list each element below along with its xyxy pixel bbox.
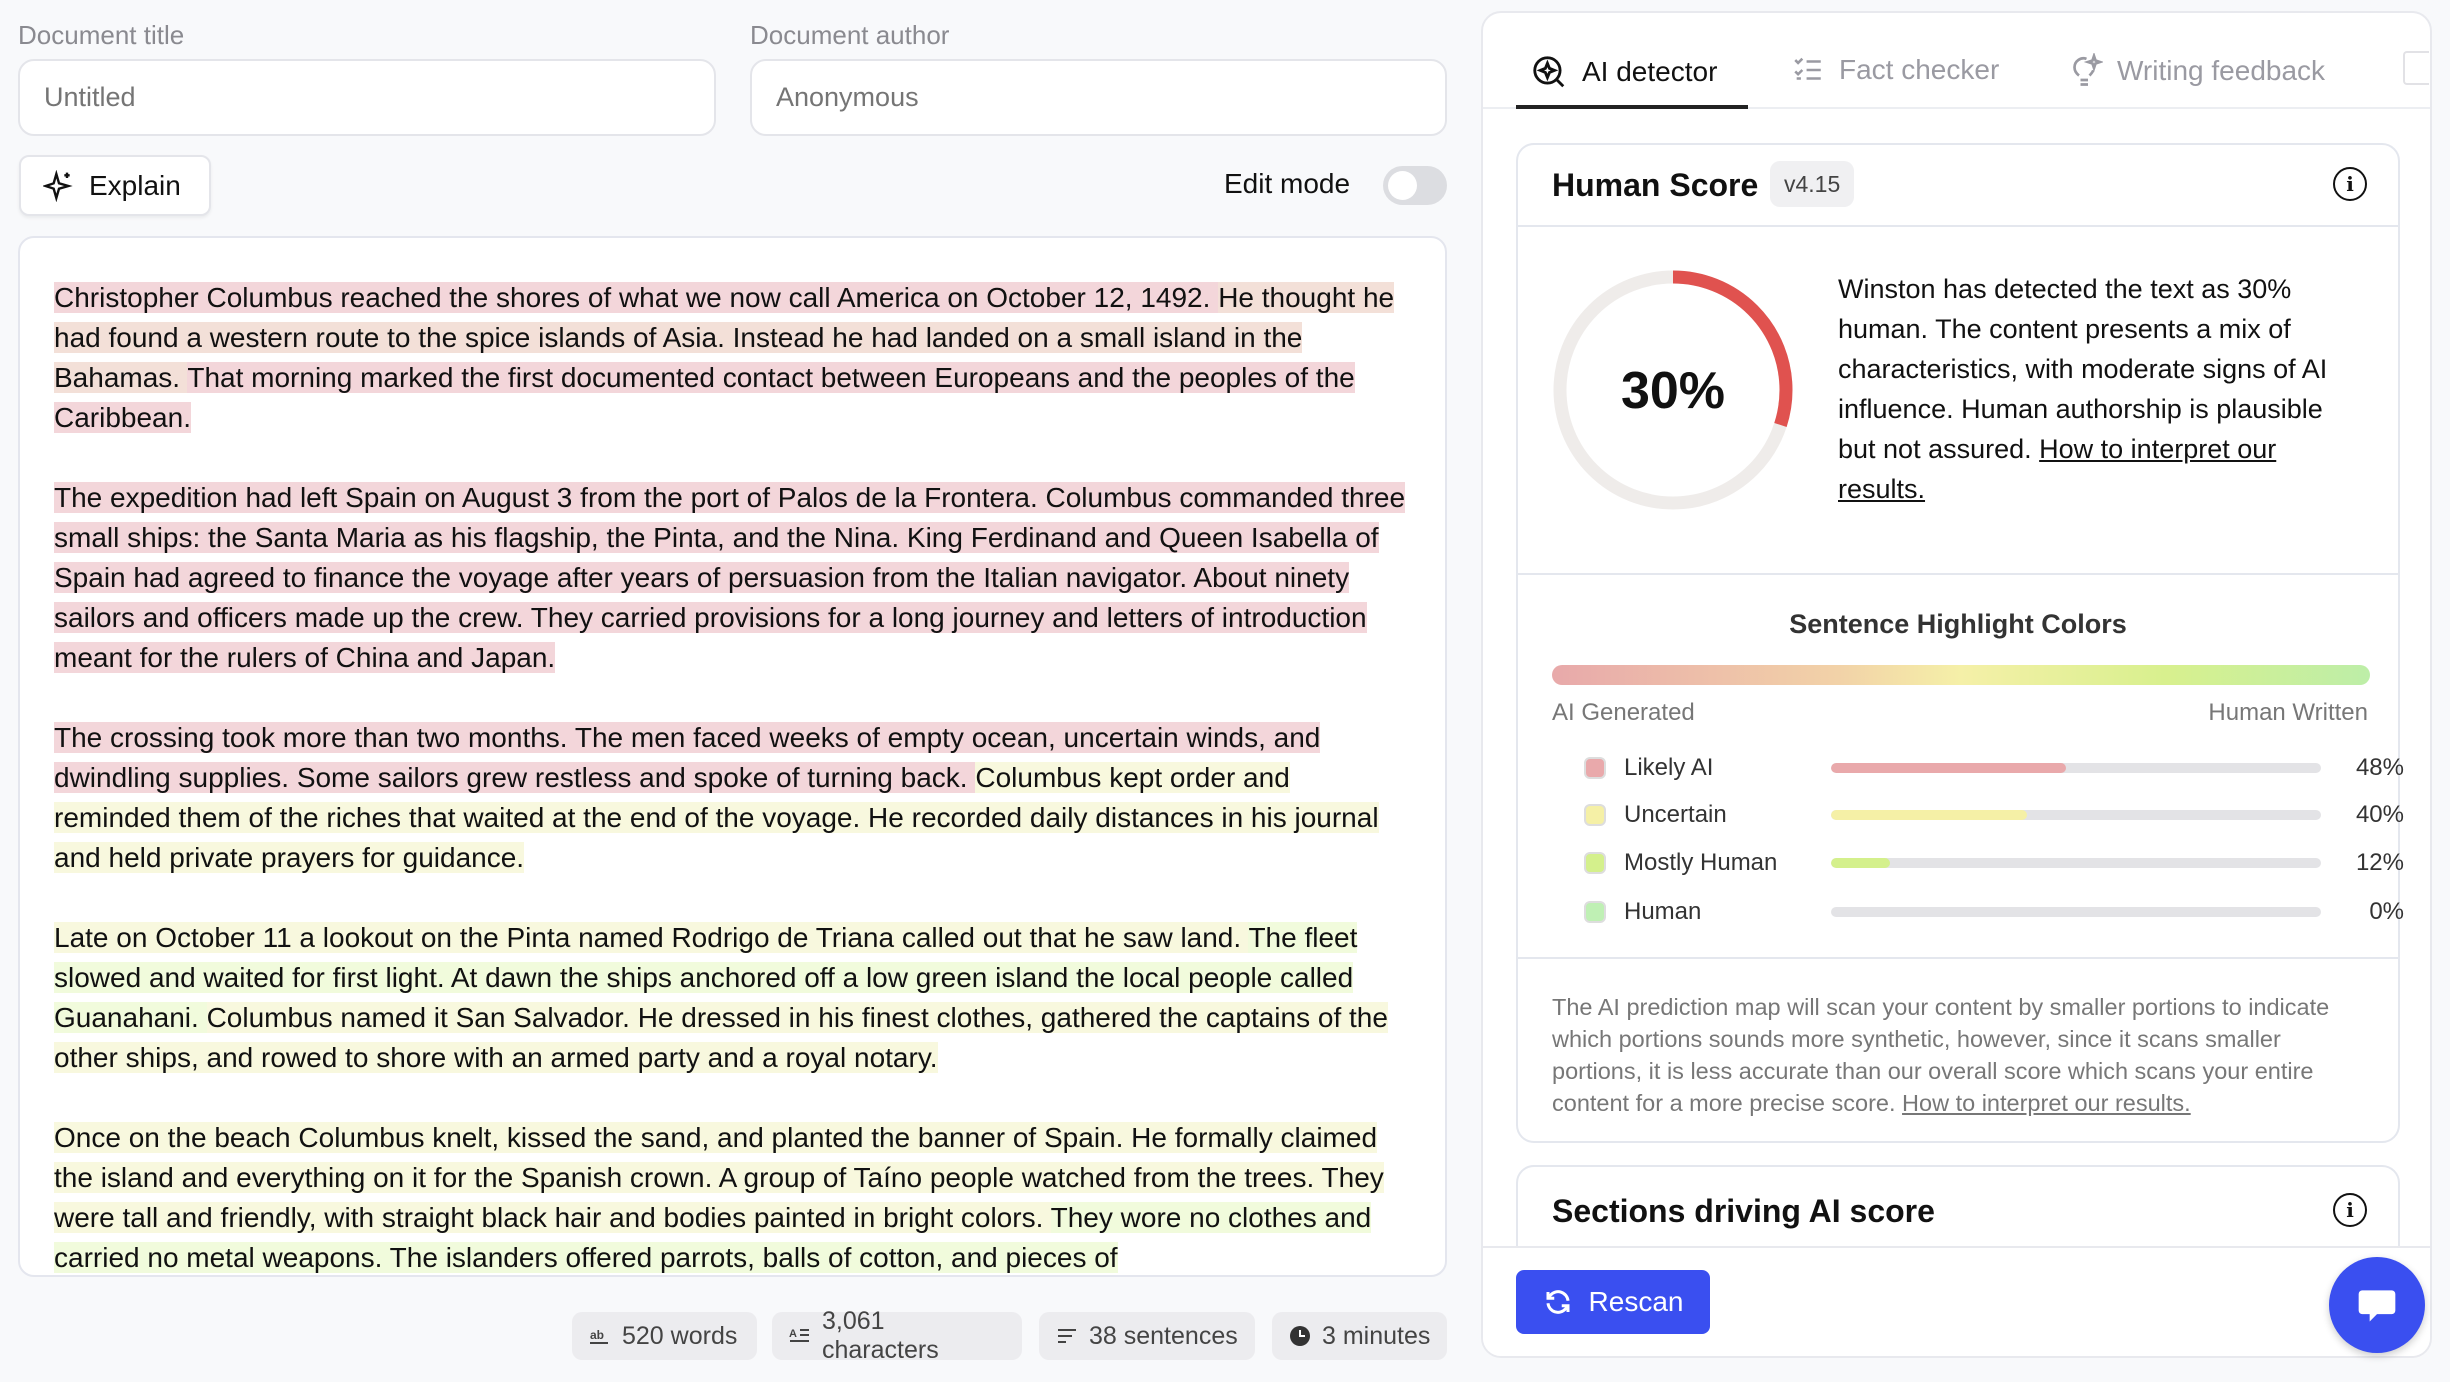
explain-label: Explain — [89, 169, 181, 201]
stat-text: 38 sentences — [1089, 1321, 1238, 1350]
highlighted-sentence[interactable]: The expedition had left Spain on August … — [54, 482, 1406, 673]
color-swatch — [1584, 852, 1606, 874]
gauge-fill — [1553, 270, 1793, 510]
stat-text: 3,061 characters — [822, 1307, 939, 1364]
note-interpret-link[interactable]: How to interpret our results. — [1902, 1090, 2191, 1116]
ai-generated-label: AI Generated — [1552, 699, 1695, 726]
tab-label: AI detector — [1582, 56, 1718, 87]
sparkle-icon — [43, 169, 73, 202]
chat-button[interactable] — [2329, 1257, 2425, 1353]
highlighted-sentence[interactable]: Late on October 11 a lookout on the Pint… — [54, 922, 1249, 953]
human-score-gauge — [1553, 270, 1793, 510]
legend-bar-track — [1831, 810, 2321, 820]
document-author-input[interactable] — [750, 59, 1447, 136]
human-written-label: Human Written — [2208, 699, 2368, 726]
info-icon[interactable]: i — [2333, 167, 2367, 201]
tab-label: Writing feedback — [2117, 55, 2326, 86]
svg-text:A: A — [789, 1328, 797, 1340]
ai-search-icon — [1533, 56, 1565, 88]
document-paragraph: Once on the beach Columbus knelt, kissed… — [54, 1118, 1411, 1275]
stat-text: 3 minutes — [1322, 1321, 1431, 1350]
legend-bar-fill — [1831, 810, 2027, 820]
legend-bar-track — [1831, 858, 2321, 868]
stat-chip: 38 sentences — [1039, 1312, 1255, 1360]
chat-bubble-icon — [2358, 1290, 2396, 1322]
highlight-gradient-bar — [1552, 665, 2370, 685]
legend-percent: 0% — [2369, 898, 2404, 925]
document-author-label: Document author — [750, 20, 950, 50]
refresh-icon — [1546, 1290, 1570, 1314]
svg-text:ab: ab — [590, 1328, 604, 1342]
legend-label: Mostly Human — [1624, 849, 1778, 876]
divider — [1518, 225, 2398, 227]
tab-writing-feedback[interactable]: Writing feedback — [2067, 53, 2325, 89]
legend-label: Likely AI — [1624, 754, 1714, 781]
stat-chip: 3 minutes — [1272, 1312, 1447, 1360]
legend-percent: 48% — [2355, 754, 2404, 781]
rescan-label: Rescan — [1588, 1286, 1684, 1317]
interpret-results-link[interactable]: How to interpret our results. — [1838, 434, 2277, 504]
note-text: The AI prediction map will scan your con… — [1552, 994, 2330, 1116]
divider — [1518, 957, 2398, 959]
legend-row: Likely AI 48% — [1584, 753, 2404, 783]
stat-chip: ab 520 words — [572, 1312, 757, 1360]
clock-icon — [1288, 1324, 1312, 1348]
lines-icon — [1055, 1324, 1079, 1348]
analysis-panel: AI detector Fact checker Writing feedbac… — [1481, 11, 2432, 1358]
document-paragraph: The crossing took more than two months. … — [54, 718, 1411, 878]
lightbulb-icon — [2073, 53, 2103, 86]
color-swatch — [1584, 901, 1606, 923]
legend-row: Mostly Human 12% — [1584, 848, 2404, 878]
tabs-divider — [1483, 107, 2430, 109]
color-swatch — [1584, 757, 1606, 779]
legend-bar-fill — [1831, 858, 1890, 868]
divider — [1518, 573, 2398, 575]
legend-bar-track — [1831, 907, 2321, 917]
info-icon[interactable]: i — [2333, 1193, 2367, 1227]
document-paragraph: Christopher Columbus reached the shores … — [54, 278, 1411, 438]
human-score-title: Human Score — [1552, 167, 1759, 203]
highlighted-sentence[interactable]: Christopher Columbus reached the shores … — [54, 282, 1219, 313]
edit-mode-toggle[interactable] — [1383, 166, 1447, 205]
more-tabs-icon[interactable] — [2403, 51, 2429, 85]
prediction-map-note: The AI prediction map will scan your con… — [1552, 991, 2377, 1119]
document-editor[interactable]: Christopher Columbus reached the shores … — [18, 236, 1447, 1277]
ab-icon: ab — [588, 1324, 612, 1348]
version-badge: v4.15 — [1770, 161, 1855, 207]
legend-row: Human 0% — [1584, 897, 2404, 927]
document-paragraph: The expedition had left Spain on August … — [54, 478, 1411, 678]
highlighted-sentence[interactable]: Columbus named it San Salvador. He dress… — [54, 1002, 1388, 1073]
stat-text: 520 words — [622, 1321, 738, 1350]
human-score-value: 30% — [1620, 362, 1726, 420]
active-tab-indicator — [1516, 105, 1748, 109]
rescan-button[interactable]: Rescan — [1516, 1270, 1710, 1334]
sections-title: Sections driving AI score — [1552, 1193, 1935, 1229]
legend-percent: 40% — [2355, 801, 2404, 828]
highlighted-sentence[interactable]: That morning marked the first documented… — [54, 362, 1355, 433]
legend-percent: 12% — [2355, 849, 2404, 876]
edit-mode-label: Edit mode — [1224, 168, 1351, 199]
characters-icon: A — [788, 1324, 812, 1348]
footer-bar: Rescan — [1483, 1246, 2430, 1356]
explain-button[interactable]: Explain — [19, 155, 211, 216]
tab-fact-checker[interactable]: Fact checker — [1791, 53, 1999, 87]
legend-title: Sentence Highlight Colors — [1789, 609, 2127, 639]
legend-bar-fill — [1831, 763, 2067, 773]
document-paragraph: Late on October 11 a lookout on the Pint… — [54, 918, 1411, 1078]
legend-row: Uncertain 40% — [1584, 800, 2404, 830]
description-text: Winston has detected the text as 30% hum… — [1838, 274, 2328, 464]
legend-label: Human — [1624, 898, 1702, 925]
stat-chip: A 3,061 characters — [772, 1307, 1022, 1364]
legend-bar-track — [1831, 763, 2321, 773]
tab-label: Fact checker — [1839, 54, 2000, 85]
document-title-label: Document title — [18, 20, 185, 50]
color-swatch — [1584, 804, 1606, 826]
human-score-card: Human Score v4.15 i 30% Winston has dete… — [1516, 143, 2404, 1143]
checklist-icon — [1794, 57, 1821, 80]
legend-label: Uncertain — [1624, 801, 1727, 828]
tab-ai-detector[interactable]: AI detector — [1530, 53, 1717, 91]
score-description: Winston has detected the text as 30% hum… — [1838, 269, 2358, 509]
document-title-input[interactable] — [18, 59, 716, 136]
